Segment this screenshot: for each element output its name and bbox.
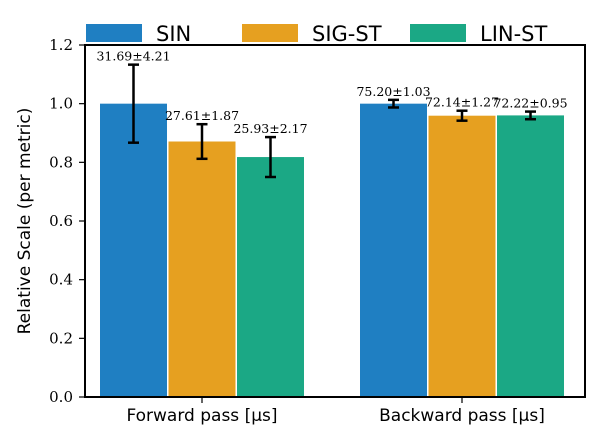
bar-lin-st-0	[237, 157, 304, 397]
data-label: 75.20±1.03	[356, 84, 430, 99]
legend-swatch-sig-st	[242, 24, 298, 42]
bar-sin-0	[100, 103, 167, 398]
bars	[100, 103, 564, 398]
data-label: 27.61±1.87	[165, 108, 239, 123]
y-tick-label: 0.8	[49, 153, 73, 171]
legend: SIN SIG-ST LIN-ST	[86, 22, 548, 46]
x-axis-ticks: Forward pass [μs] Backward pass [μs]	[126, 397, 545, 426]
y-tick-label: 1.0	[49, 95, 73, 113]
data-label: 31.69±4.21	[96, 49, 170, 64]
y-axis-ticks: 0.0 0.2 0.4 0.6 0.8 1.0 1.2	[49, 36, 85, 406]
legend-swatch-lin-st	[410, 24, 466, 42]
data-label: 72.14±1.27	[425, 95, 499, 110]
legend-label-lin-st: LIN-ST	[480, 22, 548, 46]
bar-lin-st-1	[497, 115, 564, 398]
legend-label-sin: SIN	[156, 22, 191, 46]
y-tick-label: 0.0	[49, 388, 73, 406]
legend-swatch-sin	[86, 24, 142, 42]
data-label: 25.93±2.17	[233, 121, 307, 136]
bar-sig-st-1	[428, 115, 496, 398]
bar-sig-st-0	[168, 141, 236, 397]
x-tick-label: Forward pass [μs]	[126, 406, 277, 426]
y-axis-label: Relative Scale (per metric)	[15, 108, 35, 335]
error-bars	[128, 63, 536, 179]
x-tick-label: Backward pass [μs]	[379, 406, 545, 426]
y-tick-label: 0.4	[49, 271, 73, 289]
y-tick-label: 0.6	[49, 212, 73, 230]
legend-label-sig-st: SIG-ST	[312, 22, 382, 46]
bar-sin-1	[360, 103, 427, 398]
y-tick-label: 0.2	[49, 329, 73, 347]
data-label: 72.22±0.95	[493, 96, 567, 111]
y-tick-label: 1.2	[49, 36, 73, 54]
